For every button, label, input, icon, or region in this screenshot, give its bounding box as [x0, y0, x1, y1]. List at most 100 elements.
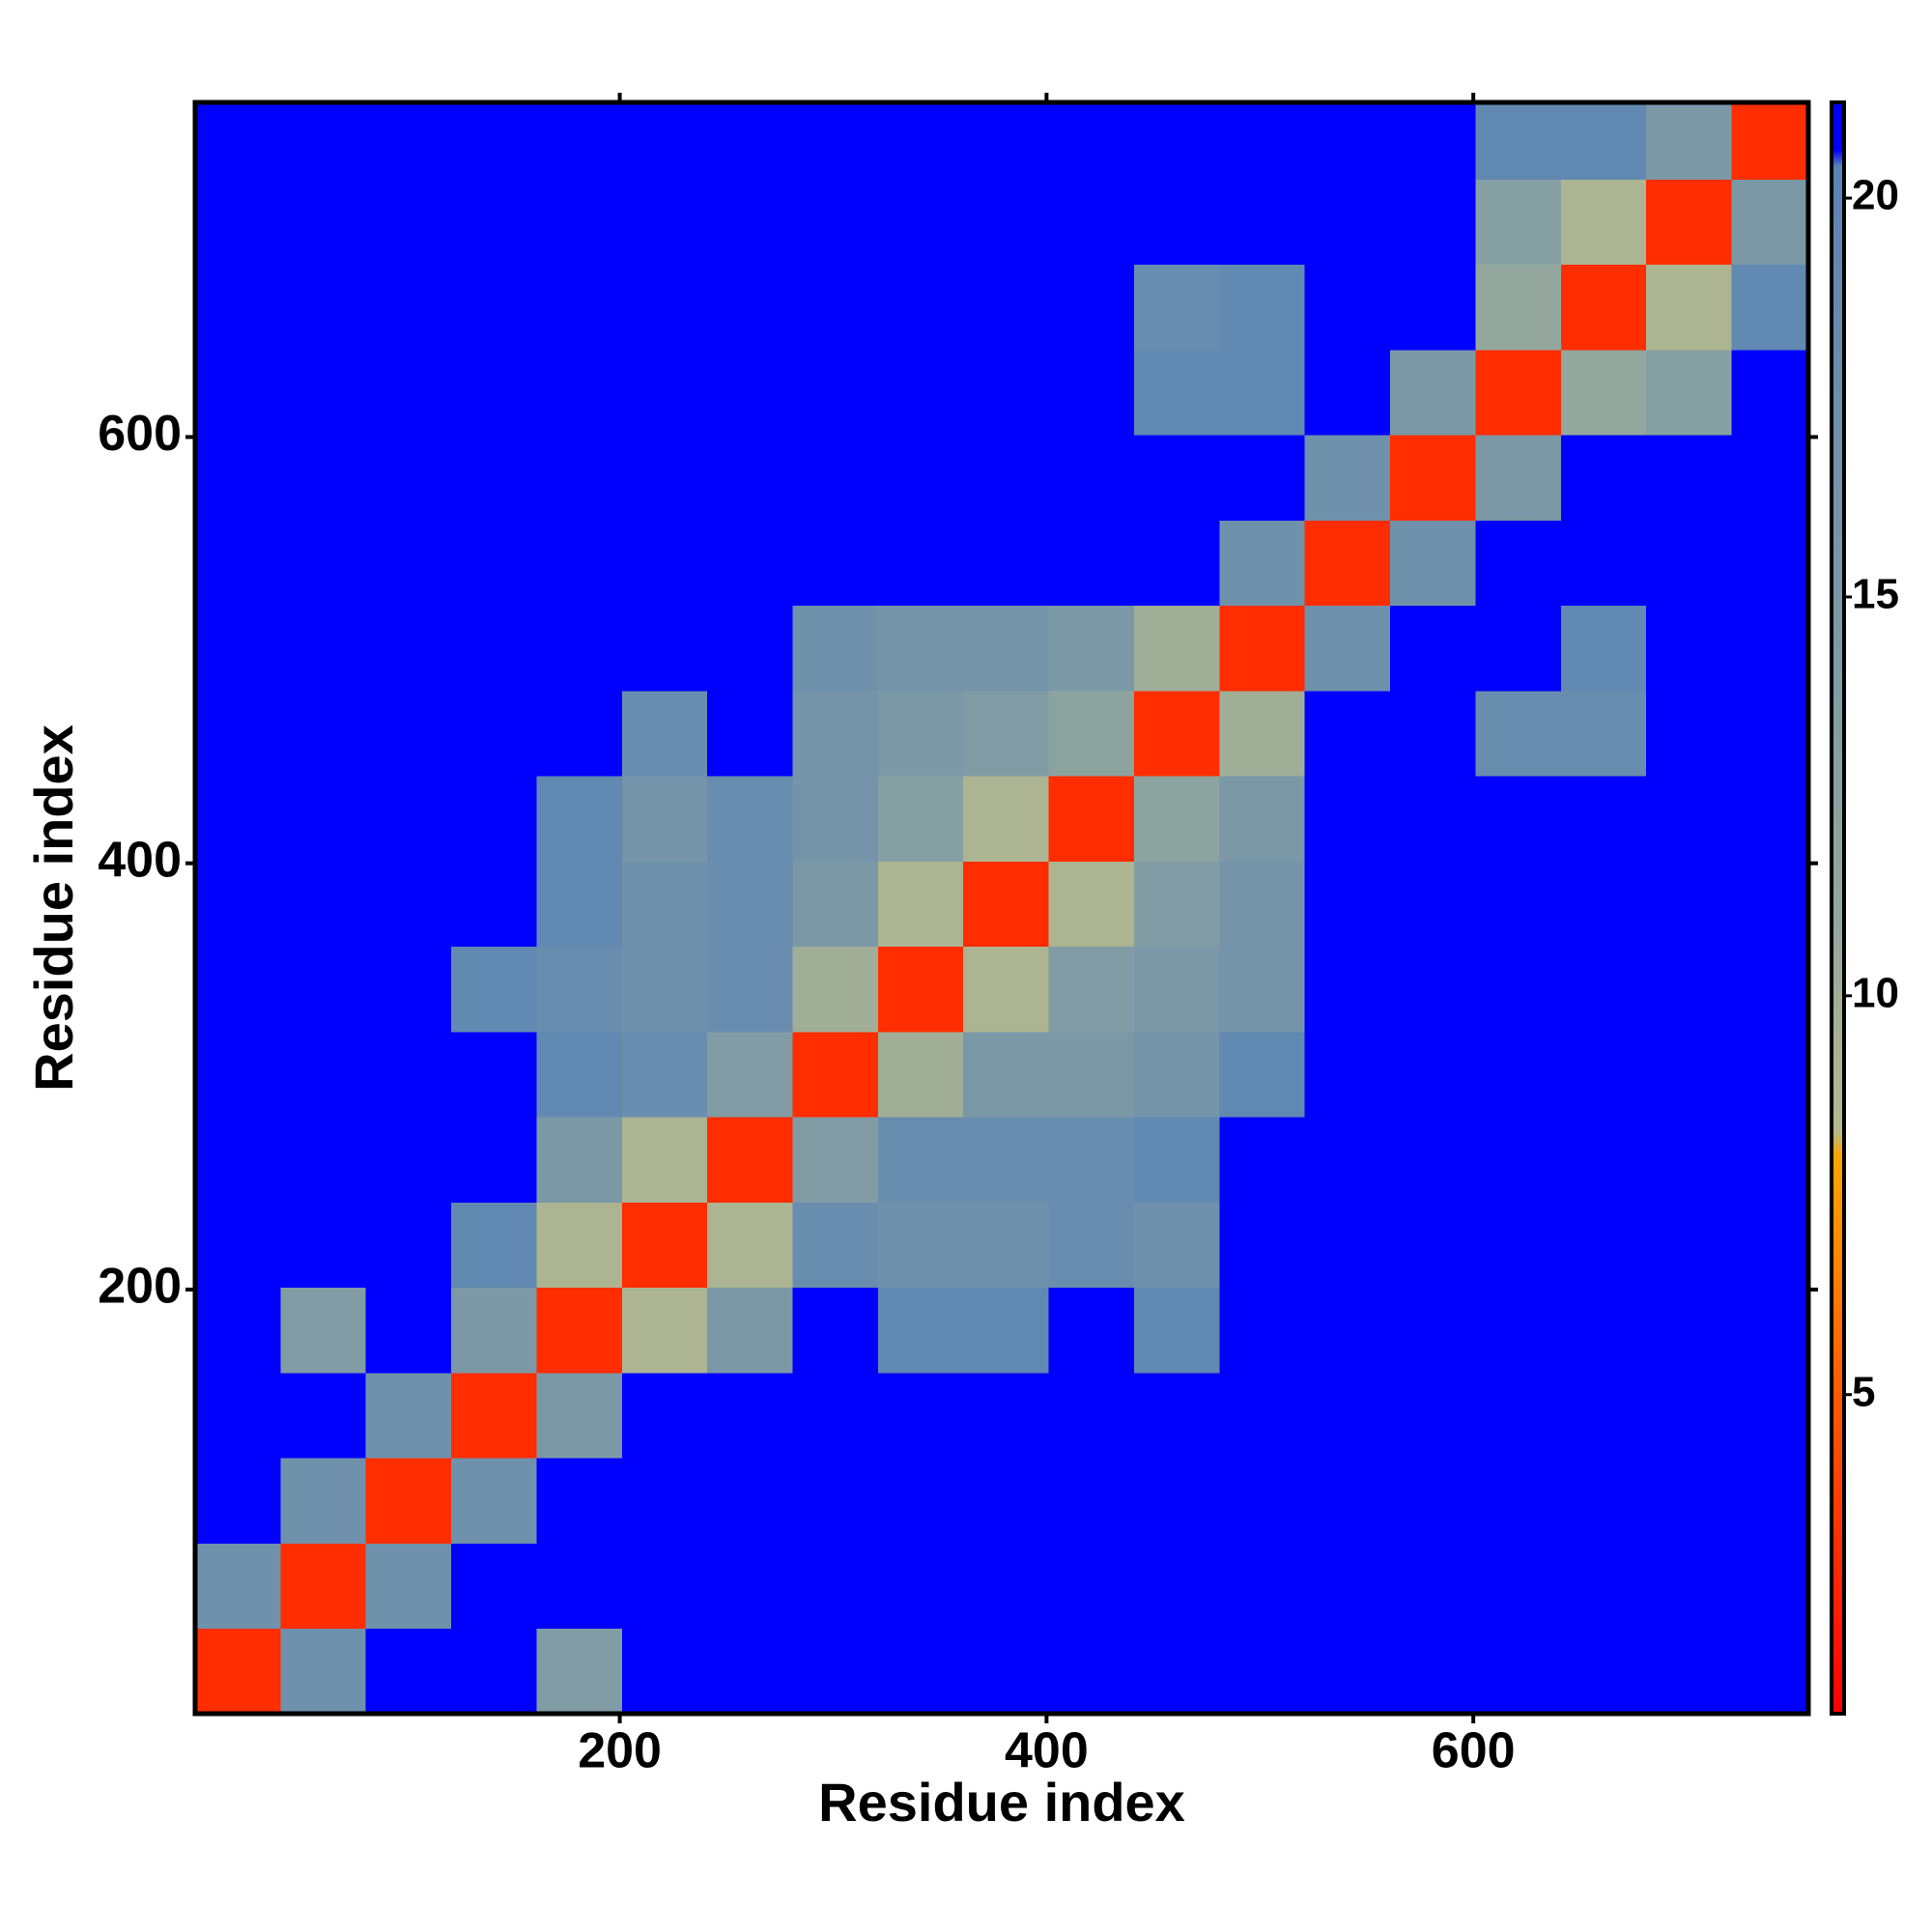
heatmap-cell: [1560, 435, 1647, 521]
heatmap-cell: [1646, 605, 1732, 692]
heatmap-cell: [280, 1628, 367, 1714]
heatmap-cell: [536, 776, 623, 862]
heatmap-cell: [1560, 1117, 1647, 1203]
heatmap-cell: [195, 264, 281, 351]
heatmap-cell: [1731, 520, 1808, 607]
heatmap-cell: [707, 1202, 794, 1289]
heatmap-cell: [1304, 349, 1391, 436]
plot-frame: [192, 99, 1811, 1717]
heatmap-cell: [1304, 776, 1391, 862]
heatmap-cell: [1304, 1287, 1391, 1374]
heatmap-cell: [621, 179, 708, 266]
heatmap-cell: [963, 605, 1050, 692]
heatmap-cell: [1475, 776, 1562, 862]
heatmap-cell: [877, 776, 964, 862]
heatmap-cell: [707, 520, 794, 607]
heatmap-cell: [707, 1372, 794, 1459]
heatmap-cell: [1048, 1031, 1135, 1118]
heatmap-cell: [1048, 435, 1135, 521]
heatmap-cell: [792, 1372, 879, 1459]
heatmap-cell: [1646, 1543, 1732, 1630]
heatmap-cell: [877, 102, 964, 180]
heatmap-cell: [963, 946, 1050, 1033]
heatmap-cell: [1219, 1628, 1306, 1714]
heatmap-cell: [1048, 946, 1135, 1033]
heatmap-cell: [1048, 776, 1135, 862]
heatmap-cell: [963, 1372, 1050, 1459]
heatmap-cell: [195, 1372, 281, 1459]
heatmap-cell: [877, 1287, 964, 1374]
heatmap-cell: [621, 435, 708, 521]
heatmap-cell: [1390, 1031, 1476, 1118]
heatmap-cell: [1560, 861, 1647, 948]
heatmap-cell: [621, 946, 708, 1033]
heatmap-cell: [707, 605, 794, 692]
heatmap-cell: [1304, 1372, 1391, 1459]
heatmap-cell: [1304, 264, 1391, 351]
heatmap-cell: [877, 349, 964, 436]
heatmap-cell: [280, 1287, 367, 1374]
heatmap-cell: [1048, 349, 1135, 436]
heatmap-cell: [365, 861, 452, 948]
heatmap-cell: [1390, 861, 1476, 948]
heatmap-cell: [1560, 520, 1647, 607]
heatmap-cell: [365, 1287, 452, 1374]
heatmap-cell: [280, 102, 367, 180]
heatmap-cell: [1560, 102, 1647, 180]
heatmap-cell: [1133, 1117, 1220, 1203]
heatmap-cell: [365, 690, 452, 777]
heatmap-cell: [365, 435, 452, 521]
heatmap-cell: [1475, 1287, 1562, 1374]
heatmap-cell: [365, 776, 452, 862]
heatmap-cell: [707, 690, 794, 777]
heatmap-cell: [451, 1202, 537, 1289]
heatmap-cell: [1133, 1458, 1220, 1544]
heatmap-cell: [195, 435, 281, 521]
heatmap-cell: [1048, 179, 1135, 266]
heatmap-cell: [1133, 1287, 1220, 1374]
heatmap-cell: [1475, 102, 1562, 180]
heatmap-cell: [536, 946, 623, 1033]
heatmap-cell: [536, 1372, 623, 1459]
heatmap-cell: [1475, 1202, 1562, 1289]
heatmap-cell: [1646, 435, 1732, 521]
heatmap-cell: [621, 776, 708, 862]
heatmap-cell: [1219, 179, 1306, 266]
heatmap-cell: [1133, 861, 1220, 948]
heatmap-cell: [365, 349, 452, 436]
heatmap-cell: [536, 1202, 623, 1289]
colorbar-tick-label: 10: [1852, 969, 1899, 1016]
heatmap-cell: [280, 520, 367, 607]
heatmap-cell: [1731, 605, 1808, 692]
heatmap-cell: [280, 1031, 367, 1118]
heatmap-cell: [1219, 605, 1306, 692]
heatmap-cell: [536, 349, 623, 436]
heatmap-cell: [621, 605, 708, 692]
heatmap-cell: [195, 861, 281, 948]
heatmap-cell: [621, 690, 708, 777]
heatmap-cell: [792, 435, 879, 521]
heatmap-cell: [621, 264, 708, 351]
heatmap-cell: [877, 690, 964, 777]
heatmap-cell: [1048, 1458, 1135, 1544]
heatmap-cell: [1219, 349, 1306, 436]
heatmap-cell: [1390, 1117, 1476, 1203]
colorbar: [1830, 100, 1846, 1716]
heatmap-cell: [280, 1543, 367, 1630]
heatmap-cell: [451, 264, 537, 351]
heatmap-cell: [1304, 1458, 1391, 1544]
heatmap-cell: [1133, 1031, 1220, 1118]
heatmap-cell: [451, 1543, 537, 1630]
heatmap-cell: [195, 946, 281, 1033]
heatmap-cell: [1390, 1372, 1476, 1459]
heatmap-cell: [1731, 1458, 1808, 1544]
heatmap-cell: [451, 1117, 537, 1203]
heatmap-cell: [536, 1628, 623, 1714]
heatmap-cell: [877, 605, 964, 692]
x-axis-title: Residue index: [818, 1772, 1185, 1833]
heatmap-cell: [1219, 1117, 1306, 1203]
heatmap-cell: [877, 861, 964, 948]
heatmap-cell: [877, 1458, 964, 1544]
heatmap-cell: [280, 1117, 367, 1203]
heatmap-cell: [877, 179, 964, 266]
